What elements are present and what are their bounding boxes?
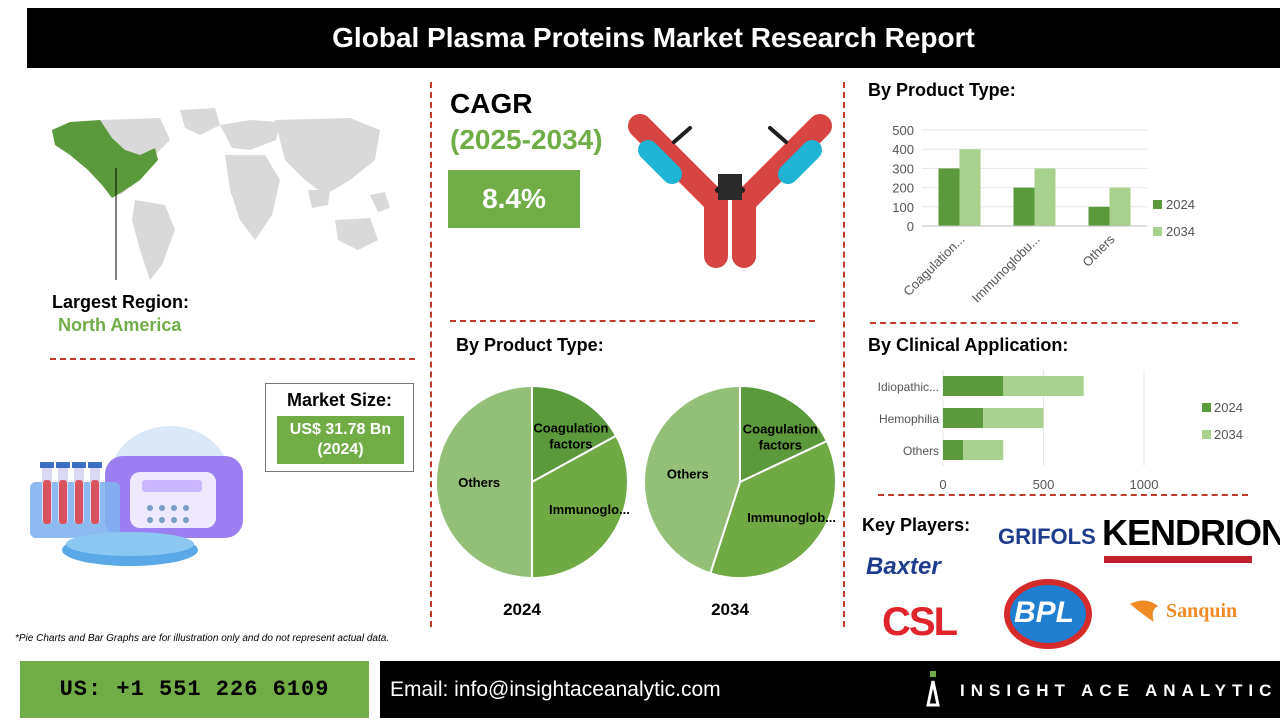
x-tick-label: 500 — [1033, 477, 1055, 492]
market-size-label: Market Size: — [286, 390, 393, 410]
bar — [959, 149, 981, 226]
pie-year-label: 2034 — [711, 600, 749, 619]
region-value: North America — [58, 315, 182, 335]
x-tick-label: 0 — [939, 477, 946, 492]
footer-email[interactable]: Email: info@insightaceanalytic.com — [390, 678, 721, 701]
grifols-logo: GRIFOLS — [998, 524, 1096, 549]
footer-phone[interactable]: US: +1 551 226 6109 — [20, 661, 369, 718]
legend-label: 2034 — [1214, 427, 1243, 442]
bpl-logo-mark — [1004, 579, 1092, 649]
bar — [1109, 187, 1131, 226]
y-tick-label: 0 — [907, 219, 914, 234]
key-players-title: Key Players: — [862, 515, 971, 535]
region-label: Largest Region: — [52, 292, 190, 312]
y-tick-label: Idiopathic... — [878, 380, 939, 394]
footnote: *Pie Charts and Bar Graphs are for illus… — [15, 633, 390, 644]
legend-label: 2024 — [1214, 400, 1243, 415]
insight-ace-logo-icon — [926, 671, 940, 707]
y-tick-label: 100 — [892, 200, 914, 215]
market-size-card: Market Size: US$ 31.78 Bn (2024) — [265, 383, 414, 472]
pie-slice — [531, 434, 629, 580]
y-tick-label: 500 — [892, 123, 914, 138]
cagr-years: (2025-2034) — [450, 124, 603, 155]
kendrion-underline — [1104, 556, 1252, 563]
sanquin-bird-icon — [1130, 600, 1158, 622]
market-size-value: US$ 31.78 Bn — [289, 421, 392, 438]
x-tick-label: Immunoglobu... — [969, 232, 1043, 306]
bar — [938, 168, 960, 226]
cagr-title: CAGR — [450, 88, 533, 119]
y-tick-label: 300 — [892, 161, 914, 176]
pie-slice-label: Coagulation — [743, 421, 818, 436]
x-tick-label: Others — [1079, 231, 1118, 270]
world-map-icon — [52, 108, 390, 280]
y-tick-label: 400 — [892, 142, 914, 157]
pie-slice — [435, 384, 533, 580]
lab-equipment-icon — [30, 426, 243, 566]
bar-product-title: By Product Type: — [868, 80, 1016, 100]
bar — [963, 440, 1004, 460]
pie-slice-label: Coagulation — [533, 421, 608, 436]
y-tick-label: Hemophilia — [879, 412, 939, 426]
cagr-value: 8.4% — [448, 170, 580, 228]
market-size-value-box: US$ 31.78 Bn (2024) — [277, 416, 404, 464]
bpl-logo: BPL — [1014, 596, 1074, 629]
legend-label: 2034 — [1166, 224, 1195, 239]
pie-slice — [643, 384, 741, 575]
pie-slice — [531, 384, 618, 484]
csl-logo: CSL — [882, 600, 958, 644]
bar — [1034, 168, 1056, 226]
bar — [1013, 187, 1035, 226]
pie-slice-label: factors — [759, 437, 802, 452]
legend-swatch — [1153, 227, 1162, 236]
x-tick-label: Coagulation... — [900, 232, 967, 299]
pie-slice-label: factors — [549, 437, 592, 452]
divider-middle — [450, 320, 815, 322]
legend-label: 2024 — [1166, 197, 1195, 212]
pie-section-title: By Product Type: — [456, 335, 604, 355]
bar-clinical-title: By Clinical Application: — [868, 335, 1069, 355]
north-america-highlight — [52, 120, 158, 198]
pie-charts: CoagulationfactorsImmunoglo...Others2024… — [435, 384, 837, 619]
legend-swatch — [1202, 430, 1211, 439]
legend-swatch — [1153, 200, 1162, 209]
bar — [943, 376, 1004, 396]
divider-right-top — [870, 322, 1238, 324]
pie-slice-label: Others — [667, 467, 709, 482]
footer-bar: Email: info@insightaceanalytic.com INSIG… — [380, 661, 1280, 718]
bar — [983, 408, 1044, 428]
divider-vertical-right — [843, 82, 845, 627]
pie-year-label: 2024 — [503, 600, 541, 619]
legend-swatch — [1202, 403, 1211, 412]
divider-vertical-left — [430, 82, 432, 627]
clinical-bar-chart: 0 500 1000 Idiopathic... Hemophilia Others 202… — [878, 370, 1243, 492]
y-tick-label: Others — [903, 444, 939, 458]
market-size-year: (2024) — [317, 441, 364, 458]
pie-slice-label: Others — [458, 475, 500, 490]
baxter-logo: Baxter — [866, 553, 941, 580]
divider-right-bottom — [878, 494, 1248, 496]
pie-slice — [739, 384, 829, 484]
bar — [943, 408, 984, 428]
kendrion-logo: KENDRION — [1102, 512, 1280, 553]
page-title: Global Plasma Proteins Market Research R… — [27, 8, 1280, 68]
pie-slice-label: Immunoglob... — [747, 510, 836, 525]
bar — [1088, 206, 1110, 226]
y-tick-label: 200 — [892, 181, 914, 196]
bar — [1003, 376, 1084, 396]
pie-slice-label: Immunoglo... — [549, 502, 630, 517]
x-tick-label: 1000 — [1130, 477, 1159, 492]
sanquin-logo: Sanquin — [1166, 600, 1238, 622]
bar — [943, 440, 964, 460]
antibody-icon — [628, 114, 832, 268]
pie-slice — [709, 439, 837, 579]
divider-left — [50, 358, 415, 360]
footer-brand: INSIGHT ACE ANALYTIC — [960, 681, 1278, 700]
product-bar-chart: 0 100 200 300 400 500 Coagulation... Immunoglob… — [892, 123, 1195, 306]
